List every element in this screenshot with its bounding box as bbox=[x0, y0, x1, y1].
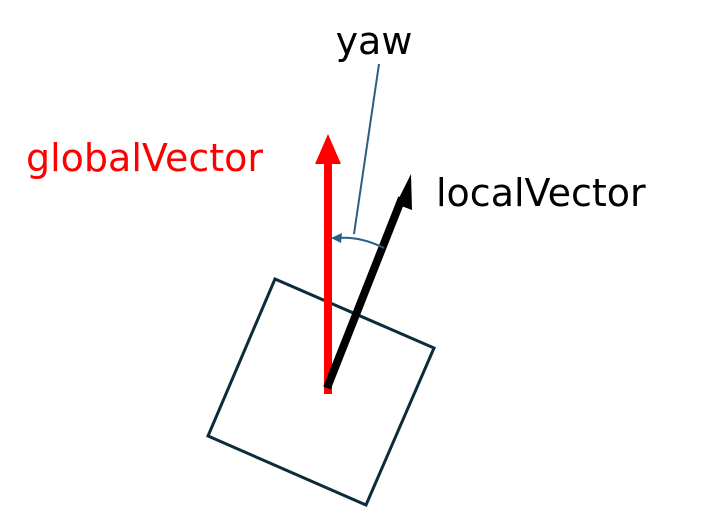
yaw-label: yaw bbox=[336, 19, 413, 63]
body-square bbox=[206, 277, 436, 507]
yaw-arc-arrowhead bbox=[331, 233, 342, 243]
global-vector-label: globalVector bbox=[26, 136, 263, 180]
local-vector-label: localVector bbox=[436, 171, 646, 215]
local-vector-arrowhead bbox=[396, 174, 412, 210]
yaw-leader-line bbox=[353, 63, 380, 235]
local-vector-shaft bbox=[323, 196, 406, 390]
global-vector-arrowhead bbox=[315, 134, 341, 164]
yaw-arc bbox=[337, 236, 385, 249]
